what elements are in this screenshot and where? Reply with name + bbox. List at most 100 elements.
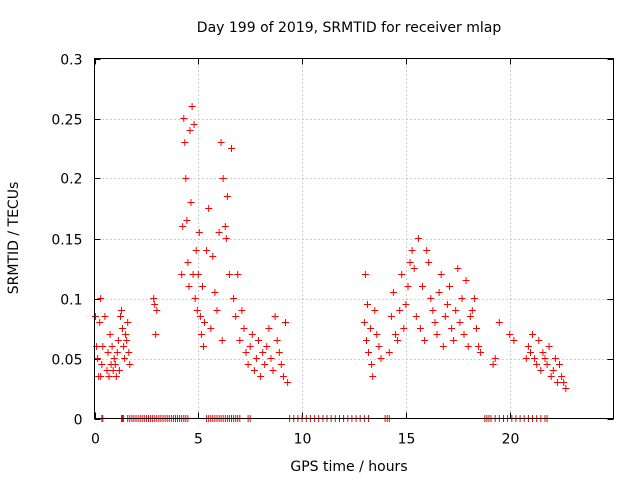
data-point — [225, 271, 233, 278]
data-point — [203, 247, 211, 254]
data-point — [284, 379, 292, 386]
data-point — [108, 343, 116, 350]
x-tick-label: 15 — [398, 432, 416, 448]
data-point — [194, 271, 202, 278]
data-point — [412, 313, 420, 320]
data-point — [435, 289, 443, 296]
plot-frame — [94, 58, 614, 419]
data-point — [223, 193, 231, 200]
data-point — [363, 337, 370, 344]
data-point — [473, 325, 480, 332]
data-point — [259, 349, 267, 356]
data-point — [373, 331, 381, 338]
data-point — [122, 331, 130, 338]
data-point — [553, 379, 561, 386]
data-point — [207, 325, 215, 332]
data-point — [246, 343, 254, 350]
data-point — [448, 325, 456, 332]
data-point — [153, 307, 161, 314]
y-tick-label: 0.1 — [60, 293, 82, 309]
data-point — [398, 271, 406, 278]
data-point — [124, 319, 132, 326]
data-point — [97, 373, 105, 380]
data-point — [120, 343, 128, 350]
data-point — [205, 205, 213, 212]
data-point — [152, 331, 160, 338]
x-tick-label: 10 — [294, 432, 312, 448]
data-point — [437, 271, 445, 278]
data-point — [551, 355, 559, 362]
data-point — [364, 301, 371, 308]
data-point — [454, 265, 462, 272]
data-point — [371, 307, 379, 314]
data-point — [197, 331, 205, 338]
data-point — [433, 331, 441, 338]
data-point — [96, 319, 104, 326]
data-point — [242, 349, 250, 356]
data-point — [537, 367, 545, 374]
y-tick-label: 0.2 — [60, 172, 82, 188]
data-point — [375, 343, 383, 350]
data-point — [269, 367, 277, 374]
data-point — [385, 349, 393, 356]
data-points — [92, 103, 570, 422]
data-point — [400, 325, 408, 332]
data-point — [263, 343, 271, 350]
data-point — [524, 343, 532, 350]
data-point — [190, 121, 198, 128]
data-point — [195, 229, 203, 236]
data-point — [117, 313, 124, 320]
data-point — [248, 331, 256, 338]
data-point — [541, 355, 549, 362]
data-point — [421, 337, 429, 344]
data-point — [361, 271, 369, 278]
data-point — [456, 319, 464, 326]
data-point — [185, 283, 193, 290]
data-point — [113, 349, 121, 356]
data-point — [192, 247, 200, 254]
data-point — [549, 367, 557, 374]
data-point — [377, 355, 385, 362]
data-point — [470, 295, 478, 302]
data-point — [410, 265, 418, 272]
data-point — [191, 295, 199, 302]
data-point — [271, 313, 279, 320]
data-point — [543, 361, 551, 368]
data-point — [236, 337, 244, 344]
data-point — [104, 349, 112, 356]
data-point — [389, 289, 397, 296]
data-point — [427, 295, 435, 302]
data-point — [506, 331, 514, 338]
data-point — [92, 313, 99, 320]
x-tick-label: 5 — [194, 432, 203, 448]
data-point — [252, 355, 260, 362]
data-point — [111, 361, 119, 368]
data-point — [187, 199, 195, 206]
data-point — [219, 175, 227, 182]
data-point — [103, 367, 111, 374]
data-point — [201, 319, 208, 326]
data-point — [423, 247, 431, 254]
data-point — [222, 235, 230, 242]
axis-ticks — [94, 58, 614, 420]
data-point — [491, 355, 499, 362]
data-point — [261, 361, 269, 368]
data-point — [360, 319, 368, 326]
data-point — [558, 373, 566, 380]
data-point — [408, 247, 416, 254]
y-tick-label: 0.3 — [60, 53, 82, 69]
grid-lines — [94, 58, 614, 419]
data-point — [218, 337, 226, 344]
data-point — [244, 361, 252, 368]
y-tick-label: 0.15 — [51, 233, 82, 249]
data-point — [368, 361, 376, 368]
data-point — [387, 313, 395, 320]
data-point — [367, 325, 375, 332]
data-point — [560, 379, 568, 386]
data-point — [150, 295, 158, 302]
data-point — [182, 175, 190, 182]
y-tick-label: 0.05 — [51, 353, 82, 369]
data-point — [126, 361, 134, 368]
data-point — [279, 373, 287, 380]
